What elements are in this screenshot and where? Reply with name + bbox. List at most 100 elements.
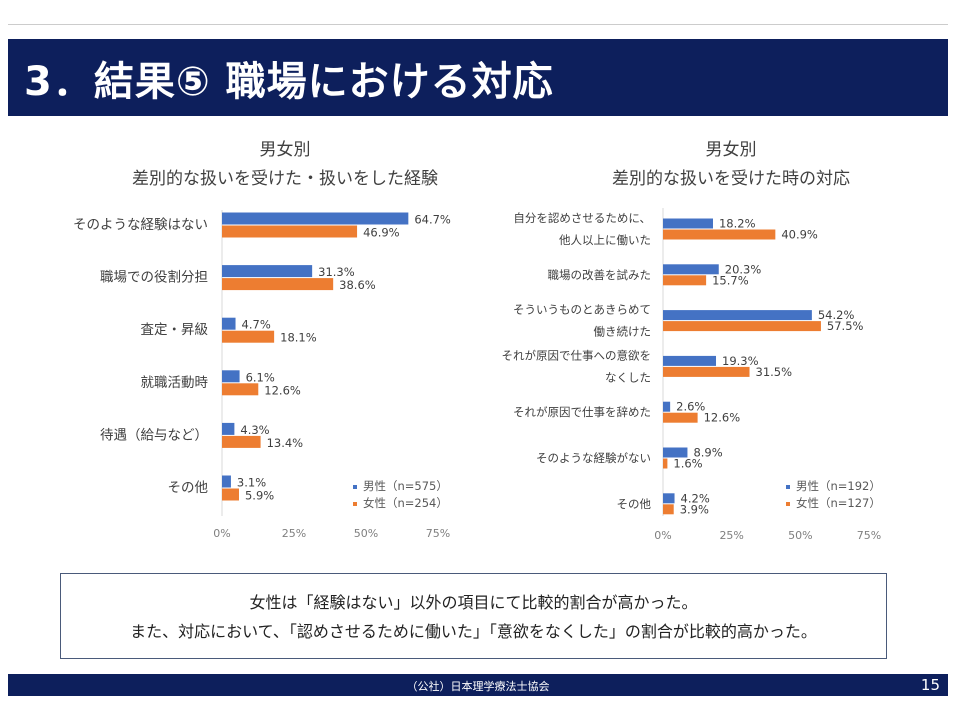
chart2-bar-male	[663, 493, 675, 504]
chart2-bar-male	[663, 401, 671, 412]
chart2-bar-male	[663, 355, 717, 366]
chart2-value-label-male: 19.3%	[722, 354, 759, 368]
summary-line1: 女性は「経験はない」以外の項目にて比較的割合が高かった。	[249, 593, 698, 612]
chart2-bar-female	[663, 366, 750, 377]
chart2-category-label: その他	[617, 497, 652, 511]
chart2-bar-male	[663, 264, 719, 275]
chart1-bar-male	[222, 265, 313, 278]
chart2-category-label: それが原因で仕事への意欲を	[502, 348, 652, 362]
chart1-x-tick-label: 0%	[213, 527, 230, 540]
chart2-bar-female	[663, 412, 698, 423]
chart1-value-label-female: 12.6%	[264, 383, 301, 397]
chart2-category-label: 職場の改善を試みた	[548, 268, 652, 282]
chart2-bar-male	[663, 218, 713, 229]
chart2-x-tick-label: 0%	[654, 529, 671, 542]
chart1-category-label: 査定・昇級	[141, 322, 209, 338]
slide-title: 3．結果⑤ 職場における対応	[24, 59, 554, 105]
chart1-value-label-female: 13.4%	[267, 436, 304, 450]
chart1-bar-female	[222, 278, 334, 291]
chart1-category-label: 待遇（給与など）	[100, 427, 208, 443]
chart1-bar-female	[222, 435, 261, 448]
chart2-bar-male	[663, 310, 812, 321]
chart2-bar-male	[663, 447, 688, 458]
chart1-legend-label-female: 女性（n=254）	[363, 496, 448, 510]
chart1-category-label: 就職活動時	[141, 375, 209, 391]
chart1-category-label: その他	[168, 480, 209, 496]
chart2-bar-female	[663, 275, 707, 286]
chart1-title-line1: 男女別	[259, 140, 311, 160]
chart2-value-label-male: 18.2%	[719, 217, 756, 231]
chart2-title-line1: 男女別	[705, 140, 757, 160]
chart1-value-label-male: 3.1%	[237, 476, 266, 490]
chart1-x-tick-label: 25%	[282, 527, 306, 540]
chart2-category-label: 働き続けた	[594, 325, 652, 339]
chart2-value-label-male: 54.2%	[818, 308, 855, 322]
chart1-bar-male	[222, 422, 235, 435]
chart2-title: 男女別 差別的な扱いを受けた時の対応	[506, 136, 956, 194]
chart1-legend-label-male: 男性（n=575）	[363, 479, 448, 493]
chart1-category-label: そのような経験はない	[73, 217, 208, 233]
summary-line2: また、対応において、「認めさせるために働いた」「意欲をなくした」の割合が比較的高…	[130, 622, 817, 641]
chart1-value-label-female: 5.9%	[245, 489, 274, 503]
chart2-category-label: そのような経験がない	[536, 451, 651, 465]
chart1-value-label-male: 4.7%	[242, 318, 271, 332]
chart2-value-label-female: 15.7%	[712, 273, 749, 287]
chart1-value-label-female: 18.1%	[280, 331, 317, 345]
footer-bar: （公社）日本理学療法士協会 15	[8, 674, 948, 696]
chart2-category-label: 他人以上に働いた	[559, 233, 651, 247]
chart2-value-label-male: 8.9%	[693, 446, 722, 460]
chart2-value-label-female: 57.5%	[827, 319, 864, 333]
chart1-bar-female	[222, 225, 358, 238]
chart2-x-tick-label: 50%	[788, 529, 812, 542]
chart2-bar-female	[663, 504, 674, 515]
title-banner: 3．結果⑤ 職場における対応	[8, 39, 948, 116]
chart1-bar-male	[222, 475, 231, 488]
chart2-value-label-female: 3.9%	[680, 502, 709, 516]
chart1-x-tick-label: 50%	[354, 527, 378, 540]
chart1-bar-female	[222, 488, 239, 501]
top-rule	[8, 24, 948, 25]
chart2-value-label-female: 12.6%	[704, 411, 741, 425]
chart2-value-label-male: 4.2%	[681, 491, 710, 505]
chart2-category-label: 自分を認めさせるために、	[513, 211, 651, 225]
chart1-value-label-male: 31.3%	[318, 265, 355, 279]
chart2-x-tick-label: 25%	[719, 529, 743, 542]
chart1-bar-female	[222, 330, 275, 343]
chart1-legend-swatch-male	[353, 485, 357, 489]
chart1-bar-female	[222, 383, 259, 396]
chart2-x-tick-label: 75%	[857, 529, 881, 542]
chart2-bar-female	[663, 321, 821, 332]
chart1-title: 男女別 差別的な扱いを受けた・扱いをした経験	[60, 136, 510, 194]
page-number: 15	[920, 676, 940, 694]
chart1-legend-swatch-female	[353, 502, 357, 506]
chart2-legend-swatch-male	[786, 485, 790, 489]
chart2-bar-female	[663, 229, 776, 240]
chart2-bar-female	[663, 458, 668, 469]
chart1-bar-male	[222, 317, 236, 330]
chart2-value-label-female: 40.9%	[781, 228, 818, 242]
chart2-legend-label-female: 女性（n=127）	[796, 496, 881, 510]
chart1-title-line2: 差別的な扱いを受けた・扱いをした経験	[132, 169, 438, 189]
chart1-category-label: 職場での役割分担	[100, 269, 208, 286]
chart1-x-tick-label: 75%	[426, 527, 450, 540]
chart1-value-label-female: 46.9%	[363, 226, 400, 240]
chart1-value-label-male: 6.1%	[246, 370, 275, 384]
chart2-legend-label-male: 男性（n=192）	[796, 479, 881, 493]
chart1-value-label-male: 4.3%	[240, 423, 269, 437]
chart2-category-label: そういうものとあきらめて	[513, 303, 651, 317]
chart1-value-label-male: 64.7%	[414, 213, 451, 227]
chart2-value-label-female: 31.5%	[756, 365, 793, 379]
summary-box: 女性は「経験はない」以外の項目にて比較的割合が高かった。 また、対応において、「…	[60, 573, 887, 659]
chart2-value-label-female: 1.6%	[673, 457, 702, 471]
chart1-bar-male	[222, 212, 409, 225]
chart2-value-label-male: 20.3%	[725, 262, 762, 276]
chart2-title-line2: 差別的な扱いを受けた時の対応	[612, 169, 850, 189]
chart1-value-label-female: 38.6%	[339, 278, 376, 292]
chart2-category-label: なくした	[605, 370, 651, 384]
chart2-value-label-male: 2.6%	[676, 400, 705, 414]
chart1-bar-male	[222, 370, 240, 383]
footer-org: （公社）日本理学療法士協会	[406, 680, 550, 693]
chart2-category-label: それが原因で仕事を辞めた	[513, 405, 651, 419]
chart2-legend-swatch-female	[786, 502, 790, 506]
